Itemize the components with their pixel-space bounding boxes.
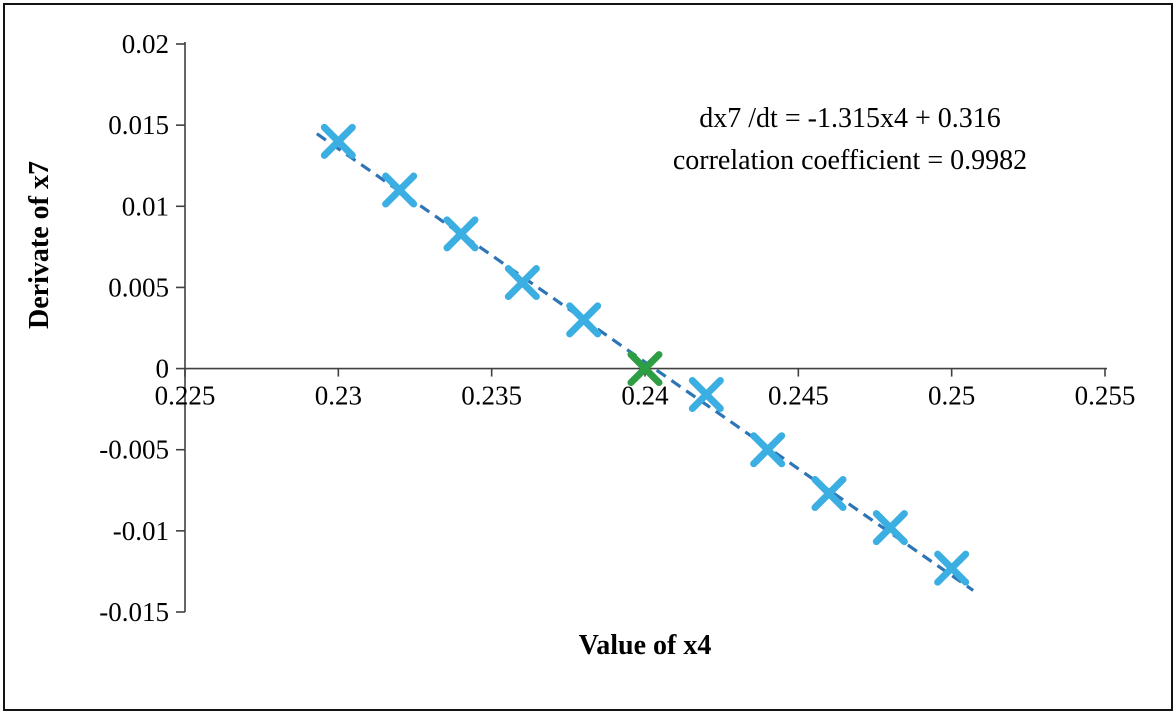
y-tick-label: -0.01	[113, 516, 169, 546]
data-point-marker	[320, 123, 356, 159]
equilibrium-point-marker	[627, 351, 663, 387]
y-tick-label: -0.015	[99, 597, 169, 627]
y-tick-label: 0	[156, 354, 170, 384]
x-tick-label: 0.225	[155, 381, 216, 411]
y-tick-label: 0.02	[122, 29, 169, 59]
data-point-marker	[934, 550, 970, 586]
y-axis-title: Derivate of x7	[24, 161, 55, 329]
data-point-marker	[750, 432, 786, 468]
correlation-coefficient: correlation coefficient = 0.9982	[672, 145, 1028, 176]
data-point-marker	[382, 172, 418, 208]
data-point-marker	[443, 216, 479, 252]
x-tick-label: 0.25	[928, 381, 975, 411]
data-point-marker	[504, 265, 540, 301]
trendline-annotation: dx7 /dt = -1.315x4 + 0.316 correlation c…	[615, 98, 1085, 182]
x-axis-title: Value of x4	[578, 630, 712, 661]
data-point-marker	[688, 377, 724, 413]
trendline-equation: dx7 /dt = -1.315x4 + 0.316	[699, 103, 1001, 134]
x-tick-label: 0.24	[621, 381, 669, 411]
x-tick-label: 0.23	[315, 381, 362, 411]
trendline	[315, 132, 975, 592]
data-point-marker	[811, 476, 847, 512]
y-tick-label: -0.005	[99, 435, 169, 465]
y-tick-label: 0.01	[122, 191, 169, 221]
data-point-marker	[872, 510, 908, 546]
data-point-marker	[566, 302, 602, 338]
y-tick-label: 0.015	[108, 110, 169, 140]
x-tick-label: 0.245	[768, 381, 829, 411]
x-tick-label: 0.255	[1075, 381, 1136, 411]
x-tick-label: 0.235	[461, 381, 522, 411]
y-tick-label: 0.005	[108, 272, 169, 302]
